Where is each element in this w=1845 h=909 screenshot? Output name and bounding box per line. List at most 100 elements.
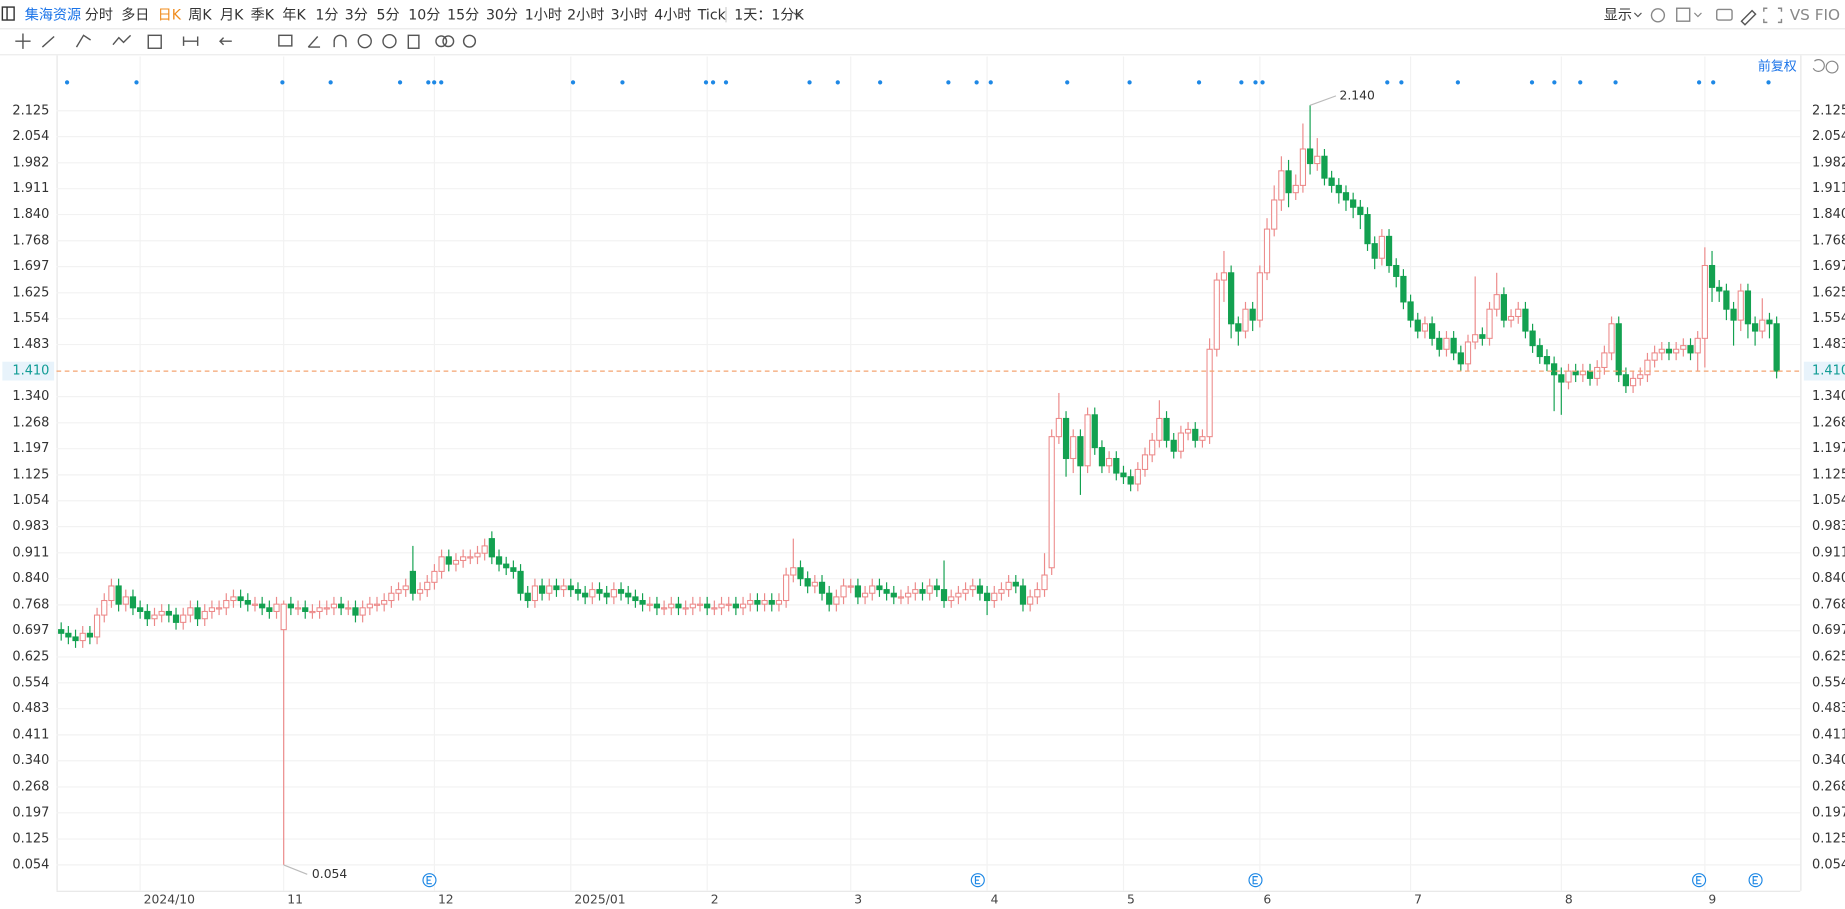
angle-tool[interactable] [307, 36, 321, 48]
candle-body [610, 589, 617, 598]
event-dot[interactable] [620, 80, 625, 85]
event-dot[interactable] [1696, 80, 1702, 85]
compare-button[interactable]: VS FIO [1790, 6, 1840, 24]
event-dot[interactable] [878, 80, 883, 85]
arrow-tool[interactable] [219, 37, 232, 46]
event-dot[interactable] [432, 80, 437, 85]
event-dot[interactable] [64, 80, 70, 85]
display-menu[interactable]: 显示 [1604, 7, 1632, 23]
event-dot[interactable] [328, 80, 333, 85]
candle-body [452, 559, 460, 565]
period-tab[interactable]: 1小时 [525, 7, 562, 23]
wave-tool[interactable] [112, 34, 132, 46]
eye-tool[interactable] [357, 34, 372, 49]
pen-icon[interactable] [1740, 9, 1757, 26]
y-tick-label-right: 1.911 [1812, 181, 1845, 196]
event-dot[interactable] [397, 80, 403, 85]
period-tab[interactable]: 季K [251, 7, 275, 23]
event-dot[interactable] [1552, 80, 1557, 85]
event-dot[interactable] [1260, 80, 1265, 85]
event-dot[interactable] [988, 80, 993, 85]
event-dot[interactable] [134, 80, 139, 85]
x-tick-label: 3 [854, 893, 862, 907]
event-dot[interactable] [280, 80, 285, 85]
candle-body [309, 610, 316, 614]
event-dot[interactable] [439, 80, 444, 85]
settings-icon[interactable] [1650, 8, 1666, 23]
candle-body [1278, 170, 1285, 201]
y-tick-label: 0.197 [12, 805, 49, 820]
period-tab[interactable]: 2小时 [567, 7, 604, 23]
period-tab[interactable]: 分时 [85, 7, 113, 23]
reset-icon[interactable] [1812, 59, 1825, 72]
channel-tool[interactable] [75, 34, 91, 48]
delete-tool[interactable] [407, 34, 420, 49]
event-dot[interactable] [1196, 80, 1202, 85]
event-dot[interactable] [1065, 80, 1070, 85]
candle-body [883, 589, 890, 594]
candle-body [1421, 323, 1429, 332]
event-dot[interactable] [1613, 80, 1618, 85]
period-tab[interactable]: 多日 [121, 6, 149, 23]
y-tick-label-right: 1.840 [1812, 207, 1845, 222]
event-dot[interactable] [1766, 80, 1771, 85]
event-dot[interactable] [703, 80, 709, 85]
link-tool[interactable] [435, 35, 448, 48]
period-tab[interactable]: 日K [158, 7, 182, 23]
event-dot[interactable] [1385, 80, 1390, 85]
event-dot[interactable] [426, 80, 431, 85]
hide-tool[interactable] [382, 34, 397, 49]
measure-tool[interactable] [147, 34, 162, 49]
y-tick-label-right: 1.554 [1812, 311, 1845, 326]
adjust-menu[interactable]: 前复权 [1758, 59, 1797, 75]
range-tool[interactable] [182, 36, 199, 46]
period-tab[interactable]: 3分 [345, 7, 368, 23]
candle-body [1156, 417, 1163, 441]
period-tab[interactable]: 15分 [447, 7, 479, 23]
event-dot[interactable] [1253, 80, 1258, 85]
event-dot[interactable] [835, 80, 840, 85]
event-dot[interactable] [1399, 80, 1404, 85]
sidebar-icon[interactable] [1, 6, 15, 21]
event-dot[interactable] [1239, 80, 1244, 85]
config-tool[interactable] [462, 34, 477, 48]
y-tick-label: 1.697 [12, 259, 49, 274]
period-tab[interactable]: 1分 [315, 7, 338, 23]
low-annotation: 0.054 [312, 867, 347, 881]
period-tab[interactable]: 10分 [408, 7, 440, 23]
period-tab[interactable]: 5分 [377, 7, 400, 23]
y-tick-label-right: 1.125 [1812, 467, 1845, 482]
period-tab[interactable]: 4小时 [654, 7, 691, 23]
period-tab[interactable]: 周K [188, 7, 212, 23]
camera-icon[interactable] [1716, 8, 1733, 21]
event-dot[interactable] [1529, 80, 1535, 85]
magnet-tool[interactable] [333, 34, 347, 48]
line-tool[interactable] [41, 35, 55, 48]
box-icon[interactable] [1676, 7, 1691, 22]
period-tab[interactable]: 30分 [486, 7, 518, 23]
event-dot[interactable] [1711, 80, 1716, 85]
period-tab[interactable]: 月K [220, 7, 244, 23]
note-tool[interactable] [278, 34, 293, 47]
event-dot[interactable] [946, 80, 951, 85]
event-dot[interactable] [1127, 80, 1132, 85]
last-price-box-right [1803, 361, 1845, 381]
candle-body [876, 585, 883, 591]
period-tab[interactable]: 年K [282, 7, 306, 23]
event-dot[interactable] [1578, 80, 1583, 85]
zoom-out-icon[interactable] [1825, 60, 1839, 74]
event-dot[interactable] [723, 80, 729, 85]
fullscreen-icon[interactable] [1763, 7, 1783, 24]
interval-menu[interactable]: 1天：1分K [734, 7, 804, 23]
event-dot[interactable] [1455, 80, 1460, 85]
event-dot[interactable] [807, 80, 812, 85]
period-tab[interactable]: Tick [697, 7, 727, 23]
event-dot[interactable] [570, 80, 576, 85]
event-dot[interactable] [974, 80, 979, 85]
move-tool[interactable] [15, 33, 31, 49]
stock-name[interactable]: 集海资源 [25, 6, 81, 23]
period-tab[interactable]: 3小时 [611, 7, 648, 23]
candle-body [316, 607, 323, 612]
event-dot[interactable] [710, 80, 716, 85]
